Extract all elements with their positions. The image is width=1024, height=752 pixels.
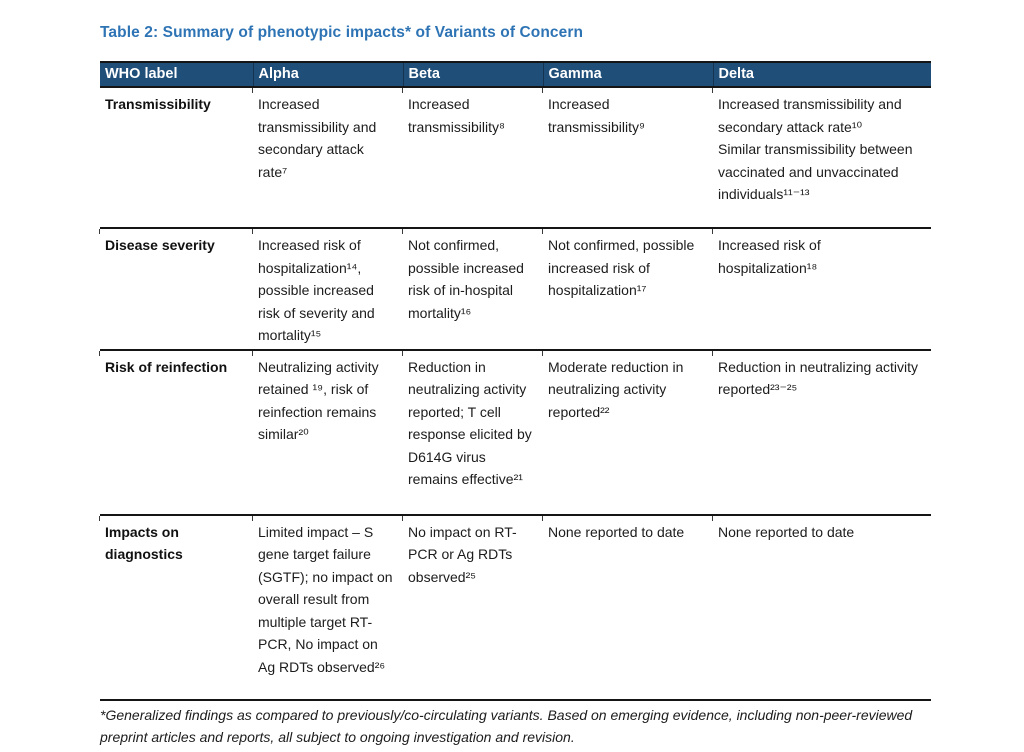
cell-impacts-on-diagnostics-delta: None reported to date bbox=[712, 513, 931, 700]
cell-transmissibility-delta: Increased transmissibility and secondary… bbox=[712, 87, 931, 228]
header-row: WHO label Alpha Beta Gamma Delta bbox=[100, 62, 931, 88]
column-header-gamma: Gamma bbox=[542, 62, 713, 88]
row-label-transmissibility: Transmissibility bbox=[105, 96, 211, 112]
table-footnote: *Generalized findings as compared to pre… bbox=[100, 706, 913, 745]
table-row-disease-severity: Disease severity Increased risk of hospi… bbox=[99, 227, 931, 350]
column-header-beta: Beta bbox=[402, 62, 543, 88]
cell-impacts-on-diagnostics-alpha: Limited impact – S gene target failure (… bbox=[252, 513, 403, 700]
row-label-disease-severity: Disease severity bbox=[99, 227, 253, 350]
document-body: Table 2: Summary of phenotypic impacts* … bbox=[99, 24, 931, 748]
variants-of-concern-table: WHO label Alpha Beta Gamma Delta Transmi… bbox=[99, 61, 931, 701]
cell-risk-of-reinfection-delta: Reduction in neutralizing activity repor… bbox=[712, 348, 931, 515]
cell-risk-of-reinfection-gamma: Moderate reduction in neutralizing activ… bbox=[542, 348, 713, 515]
column-header-alpha: Alpha bbox=[252, 62, 403, 88]
cell-transmissibility-beta: Increased transmissibility⁸ bbox=[402, 87, 543, 228]
cell-transmissibility-gamma: Increased transmissibility⁹ bbox=[542, 87, 713, 228]
cell-risk-of-reinfection-alpha: Neutralizing activity retained ¹⁹, risk … bbox=[252, 348, 403, 515]
cell-disease-severity-alpha: Increased risk of hospitalization¹⁴, pos… bbox=[252, 227, 403, 350]
table-row-transmissibility: Transmissibility Increased transmissibil… bbox=[100, 87, 931, 228]
cell-disease-severity-delta: Increased risk of hospitalization¹⁸ bbox=[712, 227, 931, 350]
table-row-risk-of-reinfection: Risk of reinfection Neutralizing activit… bbox=[99, 348, 931, 515]
table-title: Table 2: Summary of phenotypic impacts* … bbox=[100, 24, 584, 41]
cell-disease-severity-gamma: Not confirmed, possible increased risk o… bbox=[542, 227, 713, 350]
cell-disease-severity-beta: Not confirmed, possible increased risk o… bbox=[402, 227, 543, 350]
cell-impacts-on-diagnostics-beta: No impact on RT-PCR or Ag RDTs observed²… bbox=[402, 513, 543, 700]
column-header-who-label: WHO label bbox=[100, 62, 253, 88]
row-label-impacts-on-diagnostics: Impacts on diagnostics bbox=[99, 513, 253, 700]
cell-risk-of-reinfection-beta: Reduction in neutralizing activity repor… bbox=[402, 348, 543, 515]
column-header-delta: Delta bbox=[712, 62, 931, 88]
cell-transmissibility-alpha: Increased transmissibility and secondary… bbox=[252, 87, 403, 228]
row-label-risk-of-reinfection: Risk of reinfection bbox=[99, 348, 253, 515]
table-row-impacts-on-diagnostics: Impacts on diagnostics Limited impact – … bbox=[99, 513, 931, 700]
cell-impacts-on-diagnostics-gamma: None reported to date bbox=[542, 513, 713, 700]
